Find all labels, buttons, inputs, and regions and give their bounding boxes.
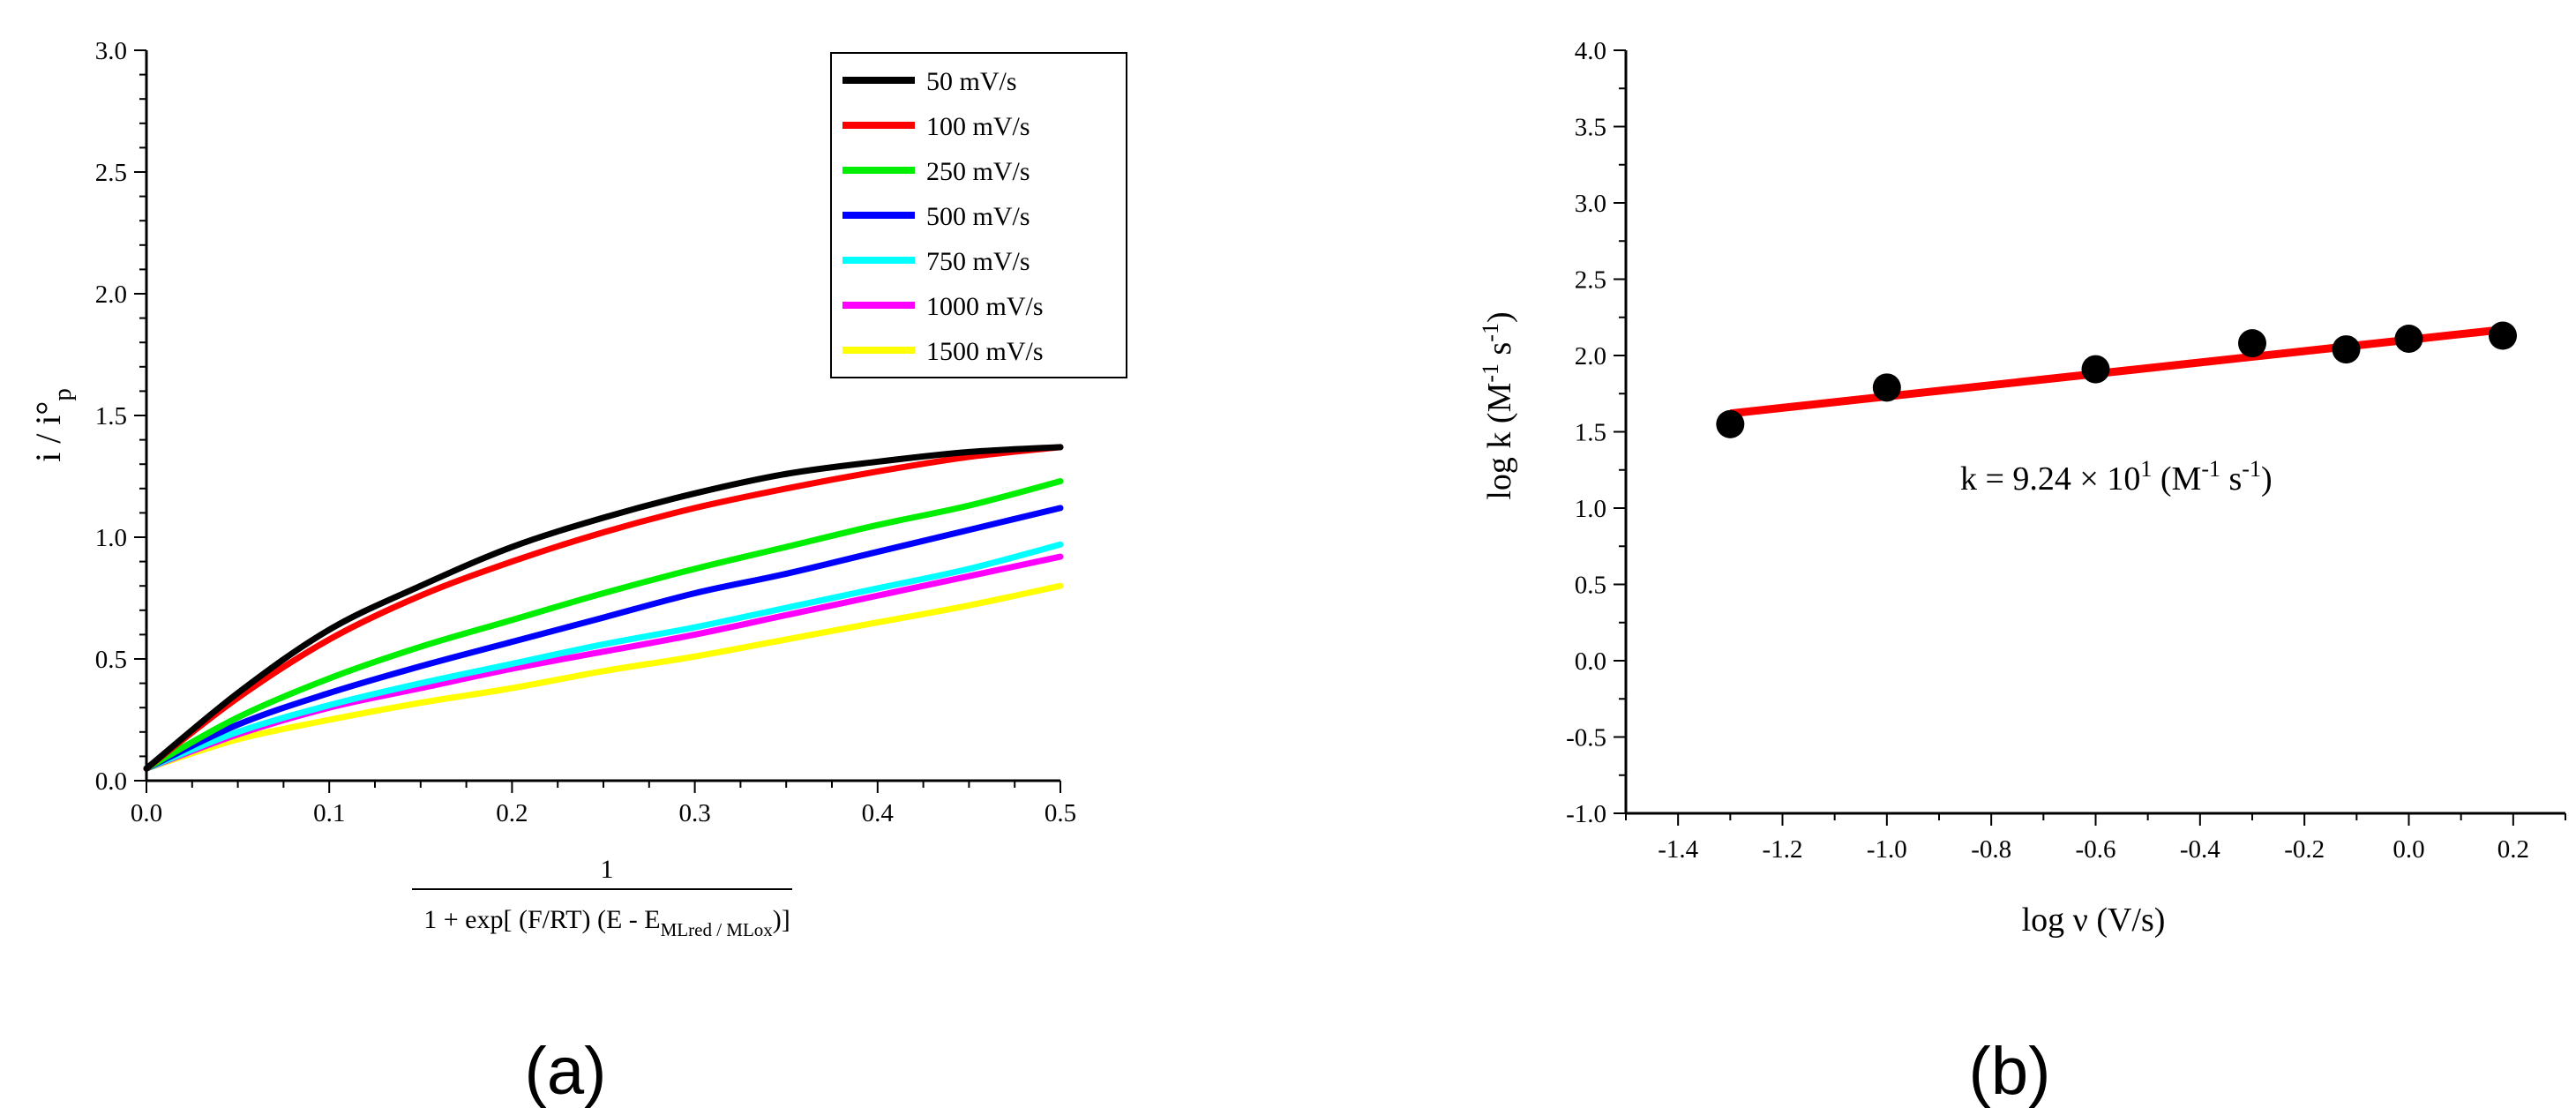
chart-b-data-point [2081,355,2110,384]
chart-b-y-tick-label: -1.0 [1566,800,1606,828]
chart-b-x-tick-label: -1.0 [1867,835,1907,864]
chart-b-ylabel: log k (M-1 s-1) [1478,311,1518,499]
chart-a-series-line [143,541,1064,772]
chart-b-ticks: -1.4 -1.2 -1.0 -0.8 -0.6 -0.4 -0.2 0.0 0.2 -1.0 -0… [1566,37,2566,864]
chart-a-series-line [143,444,1064,772]
panel-label-b: (b) [1969,1034,2051,1109]
chart-b-y-tick-label: 3.0 [1575,190,1606,218]
chart-a-y-tick-label: 2.0 [95,281,127,309]
chart-a-y-tick-label: 2.5 [95,159,127,187]
legend-label: 1500 mV/s [926,337,1044,366]
chart-b-x-tick-label: -0.8 [1971,835,2011,864]
chart-b-y-tick-label: 0.0 [1575,647,1606,676]
chart-a-y-tick-label: 1.5 [95,402,127,430]
chart-b-x-tick-label: -1.4 [1658,835,1698,864]
chart-b-data-point [1716,409,1745,438]
chart-b: -1.4 -1.2 -1.0 -0.8 -0.6 -0.4 -0.2 0.0 0.2 -1.0 -0… [1478,37,2566,1109]
chart-a-series-line [143,582,1064,772]
chart-b-x-tick-label: -0.4 [2180,835,2220,864]
chart-a-x-tick-label: 0.2 [496,799,528,827]
legend-label: 1000 mV/s [926,292,1044,321]
chart-a-legend: 50 mV/s 100 mV/s 250 mV/s 500 mV/s 750 mV/s 1… [830,52,1127,378]
chart-a-xlabel-numerator: 1 [601,855,614,884]
chart-b-data-point [2394,324,2423,353]
chart-a-x-tick-label: 0.1 [313,799,345,827]
chart-a-xlabel-denominator: 1 + exp[ (F/RT) (E - EMLred / MLox)] [423,905,790,940]
chart-b-annotation: k = 9.24 × 101 (M-1 s-1) [1960,456,2273,498]
chart-a-x-tick-label: 0.3 [678,799,710,827]
chart-a-x-tick-label: 0.5 [1045,799,1076,827]
chart-a-ylabel: i / i°p [28,388,77,462]
chart-a-y-tick-label: 0.5 [95,646,127,674]
chart-b-x-tick-label: 0.0 [2393,835,2424,864]
chart-b-x-tick-label: 0.2 [2497,835,2529,864]
chart-a-x-tick-label: 0.4 [862,799,895,827]
chart-b-y-tick-label: -0.5 [1566,724,1606,752]
legend-label: 100 mV/s [926,112,1030,141]
chart-b-y-tick-label: 1.5 [1575,419,1606,447]
chart-a-series-line [143,505,1064,772]
chart-a-series-line [143,478,1064,772]
chart-a-ticks: 0.0 0.1 0.2 0.3 0.4 0.5 0.0 0.5 1.0 1.5 2.0 2.5 3.0 [95,37,1076,827]
chart-a-x-tick-label: 0.0 [131,799,162,827]
chart-a: 0.0 0.1 0.2 0.3 0.4 0.50.00.51.01.52.02.53.0 … [28,37,1127,1109]
chart-b-y-tick-label: 0.5 [1575,572,1606,600]
chart-a-curves [143,444,1064,772]
chart-a-y-tick-label: 0.0 [95,767,127,796]
panel-label-a: (a) [525,1034,607,1109]
chart-b-y-tick-label: 4.0 [1575,37,1606,65]
chart-b-data-point [2332,335,2361,364]
chart-b-y-tick-label: 3.5 [1575,114,1606,142]
chart-b-xlabel: log ν (V/s) [2022,902,2166,939]
chart-b-x-tick-label: -0.2 [2284,835,2325,864]
chart-a-series-line [143,444,1064,772]
chart-b-fit-line [1729,326,2504,418]
chart-b-y-tick-label: 2.0 [1575,342,1606,370]
chart-a-y-tick-label: 1.0 [95,524,127,552]
chart-b-data-point [2238,329,2266,358]
legend-label: 50 mV/s [926,67,1017,96]
chart-b-data-point [1872,373,1901,402]
chart-b-x-tick-label: -0.6 [2076,835,2116,864]
chart-a-y-tick-label: 3.0 [95,37,127,65]
chart-b-points [1716,321,2517,438]
chart-b-axes [1624,50,2565,815]
chart-b-x-tick-label: -1.2 [1763,835,1803,864]
chart-b-data-point [2489,321,2517,350]
chart-b-y-tick-label: 2.5 [1575,266,1606,295]
legend-label: 250 mV/s [926,157,1030,186]
legend-label: 500 mV/s [926,202,1030,231]
legend-label: 750 mV/s [926,247,1030,276]
chart-b-y-tick-label: 1.0 [1575,495,1606,523]
chart-b-fit [1729,326,2504,418]
